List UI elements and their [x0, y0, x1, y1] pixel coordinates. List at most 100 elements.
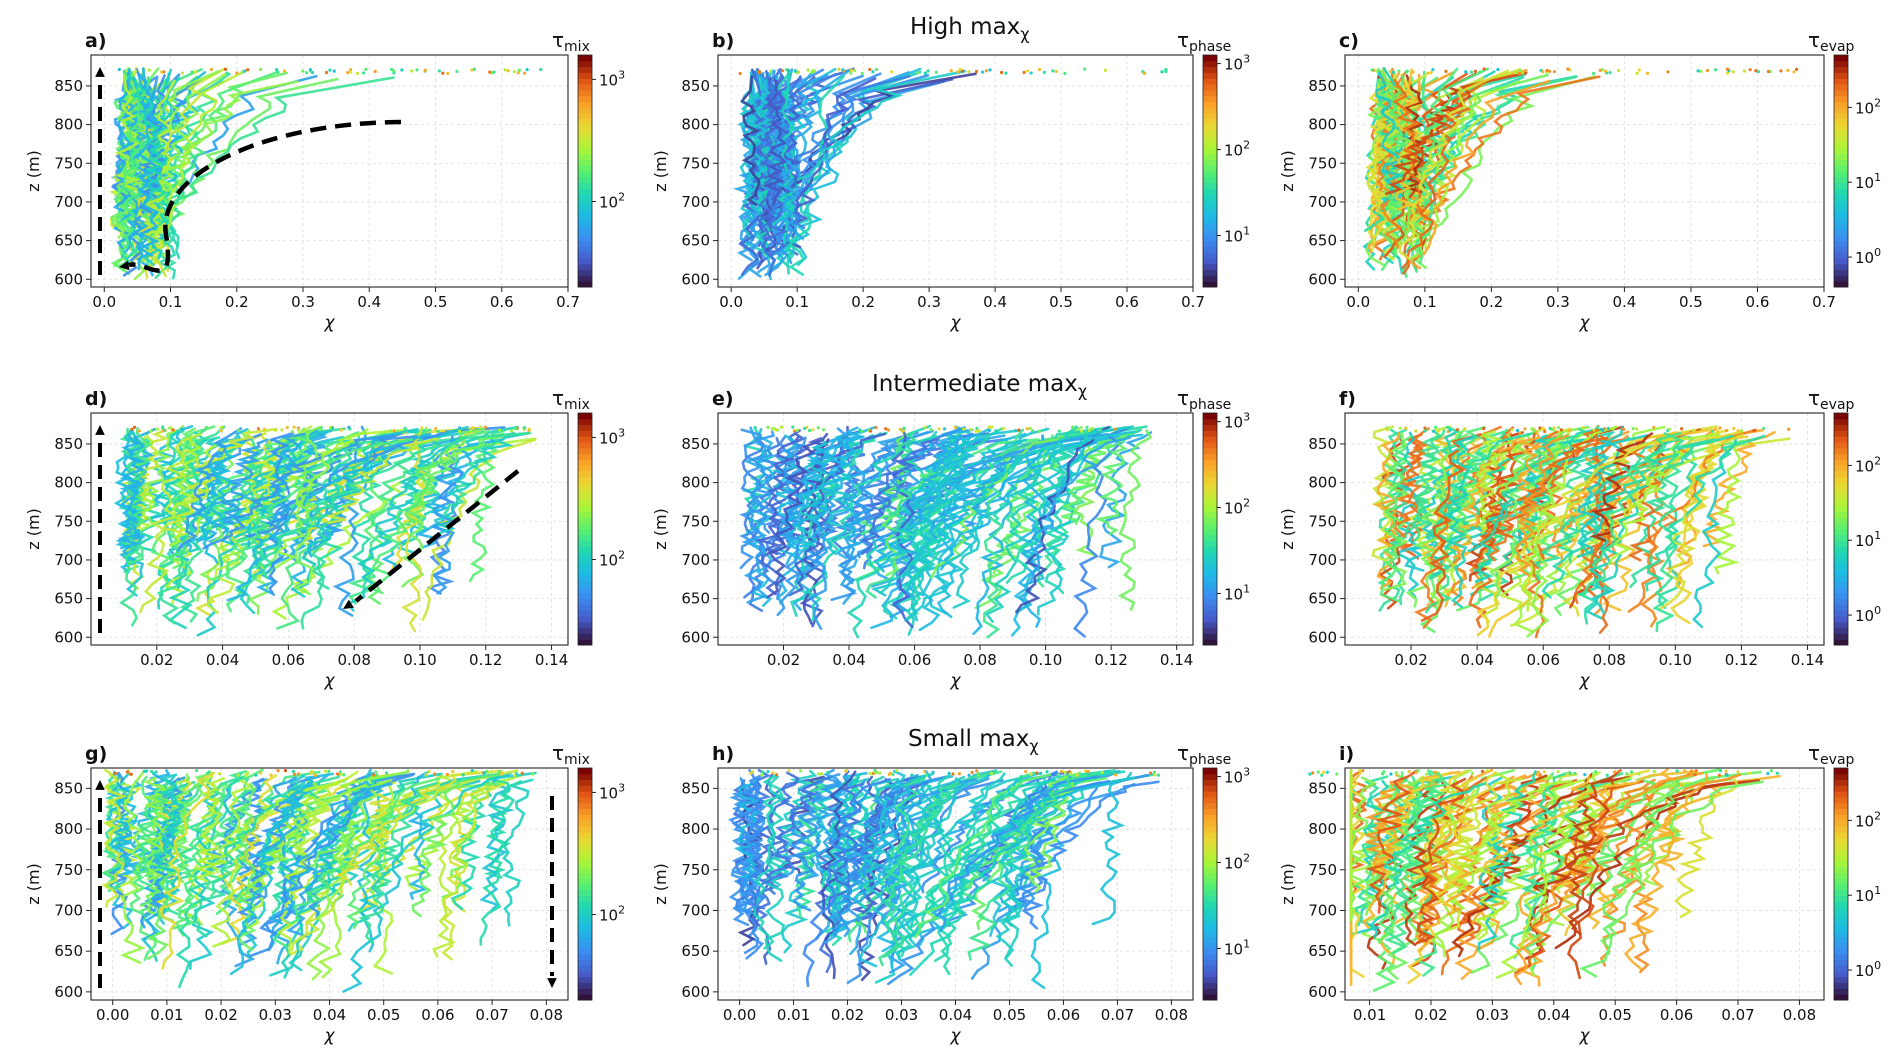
top-dot	[219, 429, 223, 433]
top-dot	[513, 426, 518, 431]
trajectory-line	[159, 771, 215, 970]
x-tick-label: 0.04	[313, 1006, 346, 1024]
trajectory-line	[129, 775, 159, 916]
trajectory-line	[1398, 75, 1577, 233]
colorbar-segment	[578, 860, 592, 868]
colorbar-segment	[1203, 488, 1217, 495]
y-tick-label: 800	[54, 116, 83, 134]
y-tick-label: 850	[1308, 779, 1337, 797]
colorbar-title: τmix	[552, 28, 590, 55]
y-tick-label: 700	[681, 551, 710, 569]
top-dot	[984, 69, 989, 73]
y-tick-label: 750	[54, 512, 83, 530]
top-dot	[1087, 428, 1091, 433]
trajectory-line	[105, 770, 130, 885]
top-dot	[1622, 427, 1626, 431]
colorbar-segment	[1834, 494, 1848, 501]
colorbar-tick-label: 103	[1224, 411, 1250, 432]
colorbar-tick-exponent: 2	[618, 904, 625, 917]
trajectory-line	[116, 79, 151, 267]
colorbar-title-subscript: phase	[1189, 752, 1231, 768]
colorbar-segment	[1203, 866, 1217, 873]
top-dot	[868, 772, 872, 776]
top-dot	[1718, 426, 1722, 430]
colorbar-tick-label: 101	[1224, 582, 1250, 603]
colorbar-title: τevap	[1808, 28, 1855, 55]
top-dot	[154, 770, 158, 774]
top-dot	[335, 772, 340, 776]
colorbar-segment	[578, 826, 592, 833]
trajectory-line	[271, 770, 342, 920]
top-dot	[1521, 71, 1525, 75]
top-dot	[474, 770, 478, 774]
trajectory-line	[345, 777, 441, 929]
top-dot	[1710, 429, 1714, 433]
colorbar-segment	[1203, 546, 1217, 553]
colorbar-segment	[1203, 965, 1217, 972]
colorbar-tick-label: 100	[1855, 604, 1881, 625]
colorbar-segment	[1203, 229, 1217, 236]
top-dot	[424, 773, 428, 777]
top-dot	[1637, 68, 1641, 72]
top-dot	[1485, 769, 1489, 773]
x-tick-label: 0.06	[898, 651, 931, 669]
top-dot	[1448, 428, 1452, 432]
colorbar-segment	[1203, 808, 1217, 815]
trajectory-line	[1670, 428, 1720, 625]
top-dot	[392, 71, 396, 75]
top-dot	[525, 68, 529, 72]
top-dot	[117, 67, 121, 72]
colorbar-frame	[577, 767, 593, 1001]
x-tick-label: 0.14	[1160, 651, 1193, 669]
trajectory-line	[912, 429, 1141, 622]
colorbar-segment	[578, 872, 592, 879]
colorbar-segment	[1834, 843, 1848, 850]
colorbar-segment	[1834, 860, 1848, 868]
colorbar-segment	[1834, 194, 1848, 201]
top-dot	[1756, 69, 1760, 74]
top-dot	[795, 428, 799, 432]
colorbar-segment	[578, 947, 592, 955]
top-dot	[1559, 428, 1563, 432]
top-dot	[1394, 771, 1398, 775]
colorbar-tick-label: 102	[1224, 497, 1250, 518]
colorbar-segment	[1203, 604, 1217, 611]
y-tick-label: 600	[54, 983, 83, 1001]
colorbar-segment	[1203, 200, 1217, 207]
top-dot	[1437, 429, 1441, 433]
colorbar-tick-label: 103	[599, 68, 625, 89]
colorbar-segment	[1203, 118, 1217, 126]
x-tick-label: 0.10	[1659, 651, 1692, 669]
top-dot	[1675, 769, 1679, 773]
trajectory-line	[1365, 769, 1418, 914]
top-dot	[1652, 425, 1656, 430]
colorbar-segment	[1834, 118, 1848, 126]
top-dot	[457, 426, 462, 430]
trajectory-line	[917, 428, 974, 525]
colorbar-title-subscript: evap	[1820, 752, 1854, 768]
colorbar-segment	[578, 60, 592, 68]
colorbar-frame	[1833, 412, 1849, 646]
top-dot	[934, 70, 938, 74]
colorbar-tick-exponent: 2	[1874, 809, 1881, 822]
top-dot	[1792, 70, 1796, 74]
colorbar-segment	[578, 592, 592, 600]
top-dot	[1070, 426, 1075, 430]
x-tick-label: 0.05	[993, 1006, 1026, 1024]
colorbar-segment	[1203, 895, 1217, 902]
top-dot	[1455, 428, 1460, 432]
top-dot	[1637, 772, 1641, 776]
colorbar-segment	[578, 610, 592, 617]
y-tick-label: 750	[54, 861, 83, 879]
colorbar-tick-exponent: 0	[1874, 246, 1881, 259]
top-dot	[285, 425, 289, 430]
colorbar-segment	[1203, 124, 1217, 131]
top-dot	[308, 68, 312, 72]
colorbar-segment	[1834, 258, 1848, 265]
x-tick-label: 0.08	[1593, 651, 1626, 669]
top-dot	[155, 427, 159, 431]
colorbar-segment	[1834, 84, 1848, 91]
colorbar-frame	[1833, 767, 1849, 1001]
colorbar-segment	[1203, 610, 1217, 617]
top-dot	[871, 771, 875, 776]
